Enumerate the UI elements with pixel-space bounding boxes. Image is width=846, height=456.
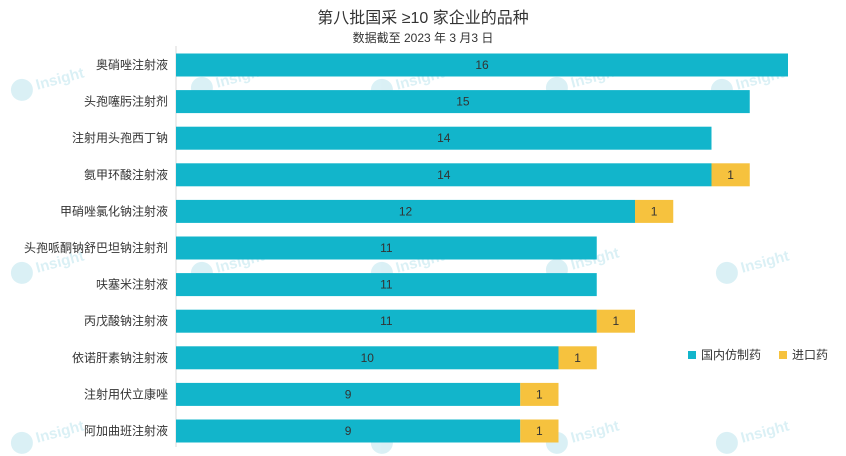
bar-domestic (176, 236, 597, 260)
bar-domestic (176, 163, 712, 187)
legend-item-imported: 进口药 (779, 346, 828, 363)
data-label-domestic: 10 (361, 351, 375, 365)
bar-domestic (176, 419, 521, 443)
legend-label-imported: 进口药 (792, 348, 829, 362)
category-label: 氨甲环酸注射液 (84, 167, 168, 182)
category-label: 丙戊酸钠注射液 (84, 313, 168, 328)
category-label: 呋塞米注射液 (96, 277, 168, 292)
legend-label-domestic: 国内仿制药 (701, 348, 762, 362)
category-label: 依诺肝素钠注射液 (72, 350, 168, 365)
data-label-domestic: 15 (456, 95, 470, 109)
chart-title: 第八批国采 ≥10 家企业的品种 (317, 10, 529, 27)
category-label: 甲硝唑氯化钠注射液 (60, 203, 168, 218)
bar-domestic (176, 126, 712, 150)
bar-imported (558, 346, 597, 370)
data-label-imported: 1 (727, 168, 734, 182)
bar-imported (596, 309, 635, 333)
chart-subtitle: 数据截至 2023 年 3 月3 日 (352, 31, 494, 45)
data-label-domestic: 12 (399, 204, 413, 218)
legend-swatch-imported (779, 350, 788, 359)
bar-domestic (176, 199, 635, 223)
data-label-domestic: 14 (437, 131, 451, 145)
category-label: 阿加曲班注射液 (84, 423, 168, 438)
data-label-imported: 1 (536, 424, 543, 438)
data-label-imported: 1 (536, 387, 543, 401)
data-label-domestic: 11 (380, 241, 393, 255)
bar-domestic (176, 90, 750, 114)
data-label-imported: 1 (651, 204, 658, 218)
data-label-domestic: 11 (380, 278, 393, 292)
data-label-imported: 1 (613, 314, 620, 328)
category-label: 头孢哌酮钠舒巴坦钠注射剂 (24, 240, 168, 255)
bar-domestic (176, 382, 521, 406)
category-label: 头孢噻肟注射剂 (84, 94, 168, 109)
bar-domestic (176, 309, 597, 333)
bar-imported (520, 419, 559, 443)
bar-domestic (176, 273, 597, 297)
category-label: 注射用伏立康唑 (84, 386, 168, 401)
data-label-domestic: 16 (475, 58, 489, 72)
legend: 国内仿制药 进口药 (688, 346, 828, 363)
bar-imported (520, 382, 559, 406)
category-label: 注射用头孢西丁钠 (72, 130, 168, 145)
legend-item-domestic: 国内仿制药 (688, 346, 761, 363)
category-label: 奥硝唑注射液 (96, 57, 168, 72)
bar-domestic (176, 346, 559, 370)
bar-domestic (176, 53, 788, 77)
data-label-domestic: 9 (345, 424, 352, 438)
bar-imported (711, 163, 750, 187)
data-label-domestic: 14 (437, 168, 451, 182)
legend-swatch-domestic (688, 350, 696, 359)
data-label-domestic: 9 (345, 387, 352, 401)
data-label-imported: 1 (574, 351, 581, 365)
data-label-domestic: 11 (380, 314, 393, 328)
bar-imported (635, 199, 674, 223)
